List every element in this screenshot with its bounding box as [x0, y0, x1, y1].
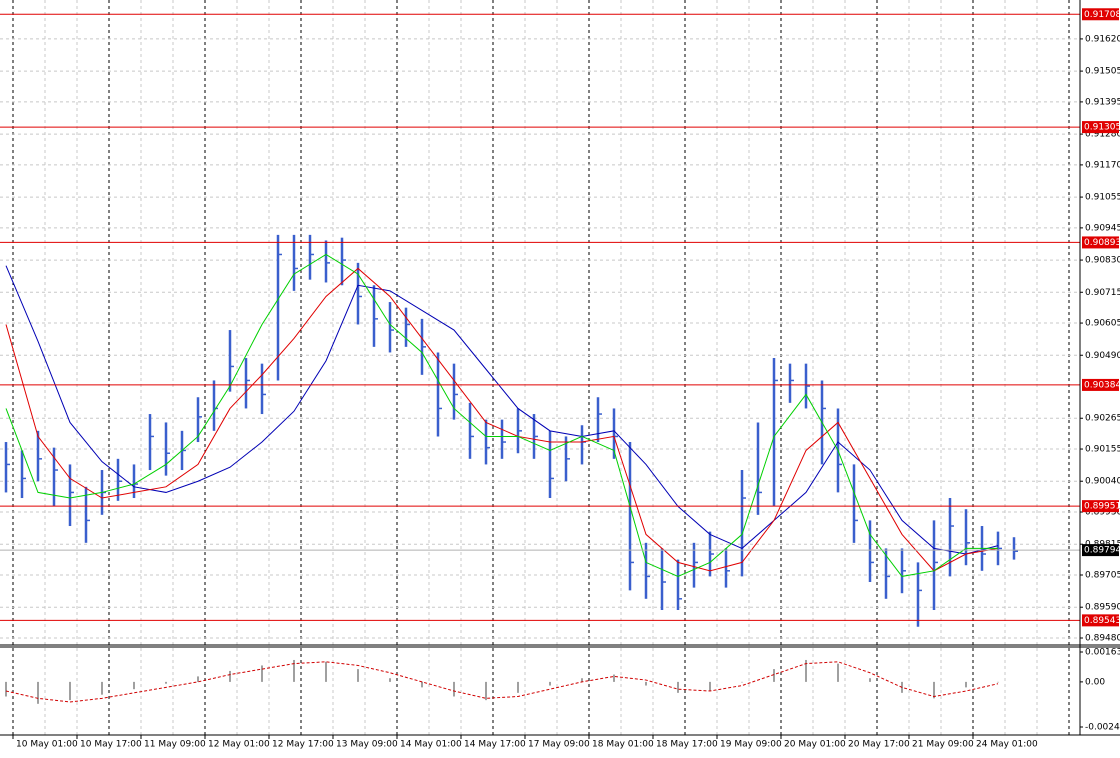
- histogram-bar: [421, 681, 423, 688]
- y-tick-label: 0.90945: [1085, 223, 1120, 233]
- histogram-bar: [229, 670, 231, 682]
- level-label-box: [1082, 236, 1119, 249]
- y-tick-label: 0.89930: [1085, 508, 1120, 518]
- x-tick-label: 21 May 09:00: [912, 740, 974, 750]
- histogram-bar: [101, 681, 103, 695]
- y-tick-label: 0.00: [1085, 677, 1105, 687]
- moving-average: [5, 267, 999, 572]
- signal-line: [5, 661, 999, 703]
- histogram-bar: [453, 681, 455, 697]
- y-tick-label: 0.91620: [1085, 34, 1120, 44]
- level-label-box: [1082, 500, 1119, 513]
- level-label: 0.90384: [1084, 380, 1120, 390]
- x-tick-label: 14 May 01:00: [400, 740, 462, 750]
- x-tick-label: 17 May 09:00: [528, 740, 590, 750]
- x-tick-label: 12 May 01:00: [208, 740, 270, 750]
- histogram-bar: [485, 681, 487, 701]
- x-tick-label: 19 May 09:00: [720, 740, 782, 750]
- histogram-bar: [549, 681, 551, 686]
- y-tick-label: 0.91505: [1085, 67, 1120, 77]
- x-tick-label: 13 May 09:00: [336, 740, 398, 750]
- histogram-bar: [837, 663, 839, 682]
- histogram-bar: [805, 659, 807, 682]
- y-tick-label: 0.90490: [1085, 351, 1120, 361]
- histogram-bar: [517, 681, 519, 693]
- y-tick-label: 0.91395: [1085, 97, 1120, 107]
- histogram-bar: [645, 681, 647, 686]
- histogram-bar: [165, 681, 167, 684]
- y-tick-label: 0.001636: [1085, 648, 1120, 658]
- moving-average: [5, 265, 999, 555]
- y-tick-label: 0.90155: [1085, 445, 1120, 455]
- y-tick-label: 0.90265: [1085, 414, 1120, 424]
- histogram-bar: [965, 681, 967, 688]
- histogram-bar: [773, 669, 775, 682]
- level-label: 0.90893: [1084, 238, 1120, 248]
- level-label-box: [1082, 121, 1119, 134]
- x-tick-label: 18 May 17:00: [656, 740, 718, 750]
- x-tick-label: 18 May 01:00: [592, 740, 654, 750]
- histogram-bar: [37, 681, 39, 704]
- y-tick-label: 0.90605: [1085, 319, 1120, 329]
- x-tick-label: 11 May 09:00: [144, 740, 206, 750]
- histogram-bar: [613, 674, 615, 682]
- current-price-box: [1082, 544, 1119, 557]
- histogram-bar: [389, 678, 391, 682]
- level-label-box: [1082, 378, 1119, 391]
- histogram-bar: [741, 681, 743, 683]
- level-label: 0.89951: [1084, 502, 1120, 512]
- histogram-bar: [869, 678, 871, 682]
- y-tick-label: 0.91055: [1085, 193, 1120, 203]
- histogram-bar: [997, 681, 999, 683]
- histogram-bar: [5, 681, 7, 697]
- histogram-bar: [133, 681, 135, 690]
- histogram-bar: [197, 676, 199, 682]
- x-tick-label: 20 May 17:00: [848, 740, 910, 750]
- level-label: 0.91708: [1084, 10, 1120, 20]
- y-tick-label: 0.89480: [1085, 634, 1120, 644]
- y-tick-label: 0.90715: [1085, 288, 1120, 298]
- level-label-box: [1082, 614, 1119, 627]
- moving-average: [5, 253, 998, 577]
- histogram-bar: [709, 681, 711, 692]
- histogram-bar: [69, 681, 71, 701]
- level-label-box: [1082, 8, 1119, 21]
- histogram-bar: [933, 681, 935, 699]
- y-tick-label: 0.90040: [1085, 477, 1120, 487]
- histogram-bar: [293, 659, 295, 682]
- histogram-bar: [677, 681, 679, 693]
- histogram-bar: [261, 665, 263, 682]
- y-tick-label: -0.00247: [1085, 723, 1120, 733]
- level-label: 0.91305: [1084, 123, 1120, 133]
- histogram-bar: [581, 678, 583, 682]
- y-tick-label: 0.89590: [1085, 603, 1120, 613]
- current-price-label: 0.89794: [1084, 546, 1120, 556]
- x-tick-label: 12 May 17:00: [272, 740, 334, 750]
- x-tick-label: 14 May 17:00: [464, 740, 526, 750]
- x-tick-label: 10 May 17:00: [80, 740, 142, 750]
- level-label: 0.89543: [1084, 616, 1120, 626]
- x-tick-label: 20 May 01:00: [784, 740, 846, 750]
- x-tick-label: 10 May 01:00: [16, 740, 78, 750]
- y-tick-label: 0.90830: [1085, 256, 1120, 266]
- y-tick-label: 0.89705: [1085, 571, 1120, 581]
- x-tick-label: 24 May 01:00: [976, 740, 1038, 750]
- y-tick-label: 0.91280: [1085, 130, 1120, 140]
- y-tick-label: 0.91170: [1085, 160, 1120, 170]
- histogram-bar: [325, 661, 327, 682]
- histogram-bar: [357, 669, 359, 682]
